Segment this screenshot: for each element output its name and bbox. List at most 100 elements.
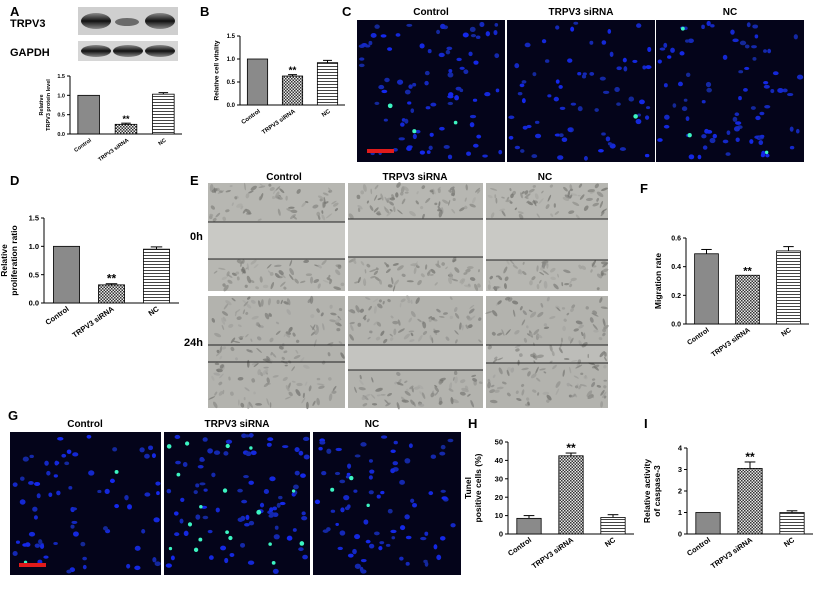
cell-texture (463, 272, 468, 275)
nucleus (514, 145, 521, 150)
cell-texture (436, 308, 441, 313)
cell-texture (306, 401, 309, 410)
cell-texture (257, 300, 261, 308)
nucleus (410, 108, 415, 114)
cell-texture (218, 267, 226, 270)
cell-texture (473, 380, 477, 386)
nucleus (567, 58, 573, 63)
cell-texture (541, 260, 549, 264)
cell-texture (591, 381, 596, 388)
nucleus (368, 543, 375, 549)
nucleus (294, 470, 300, 476)
nucleus (450, 523, 456, 528)
nucleus (266, 442, 272, 447)
cell-texture (536, 354, 544, 359)
nucleus (347, 553, 354, 558)
nucleus (427, 49, 432, 54)
panel-letter-a: A (10, 4, 20, 19)
cell-texture (477, 283, 481, 288)
cell-texture (520, 192, 523, 199)
cell-texture (270, 282, 275, 290)
cell-texture (371, 377, 374, 383)
nucleus (677, 81, 683, 87)
cell-texture (237, 376, 244, 381)
cell-texture (222, 346, 227, 350)
nucleus (301, 511, 306, 516)
cell-texture (421, 185, 426, 190)
cell-texture (450, 192, 455, 196)
cell-texture (594, 183, 599, 189)
cell-texture (374, 276, 381, 282)
nucleus (730, 29, 735, 35)
nucleus (38, 539, 43, 545)
nucleus (179, 518, 184, 524)
cell-texture (377, 322, 381, 326)
nucleus (358, 63, 365, 68)
nucleus (735, 137, 740, 143)
nucleus (573, 21, 579, 25)
cell-texture (551, 351, 555, 357)
nucleus (134, 565, 141, 571)
y-tick-label: 0 (499, 530, 503, 539)
cell-texture (591, 378, 596, 381)
positive-cell (249, 446, 253, 450)
cell-texture (521, 367, 529, 371)
nucleus (124, 495, 129, 501)
nucleus (380, 435, 388, 439)
nucleus (207, 448, 213, 454)
cell-texture (334, 317, 341, 324)
nucleus (685, 39, 690, 43)
nucleus (424, 80, 429, 86)
cell-texture (393, 206, 396, 213)
nucleus (602, 90, 610, 94)
cell-texture (408, 330, 415, 333)
cell-texture (301, 201, 307, 208)
nucleus (619, 147, 627, 151)
nucleus (601, 132, 606, 136)
nucleus (71, 520, 78, 524)
nucleus (765, 153, 770, 158)
nucleus (738, 70, 744, 74)
nucleus (48, 492, 53, 498)
positive-cell (299, 541, 305, 546)
cell-texture (209, 213, 214, 217)
cell-texture (257, 218, 262, 221)
cell-texture (561, 337, 563, 343)
cell-texture (527, 371, 531, 377)
positive-cell (168, 546, 173, 551)
cell-texture (364, 297, 371, 300)
cell-texture (566, 382, 571, 387)
cell-texture (422, 213, 425, 219)
cell-texture (413, 267, 417, 275)
cell-texture (349, 321, 355, 325)
positive-cell (176, 472, 181, 477)
nucleus (583, 156, 588, 161)
cell-texture (267, 298, 271, 306)
cell-texture (587, 394, 594, 400)
positive-cell (114, 469, 119, 474)
cell-texture (586, 390, 593, 397)
cell-texture (590, 190, 596, 194)
cell-texture (487, 345, 492, 350)
nucleus (628, 96, 635, 102)
cell-texture (512, 309, 516, 317)
nucleus (347, 504, 351, 509)
nucleus (663, 124, 670, 129)
nucleus (53, 474, 58, 478)
cell-texture (400, 298, 406, 303)
positive-cell (256, 509, 262, 515)
nucleus (735, 121, 742, 125)
cell-texture (372, 298, 379, 303)
cell-texture (317, 195, 324, 199)
cell-texture (449, 382, 453, 390)
nucleus (732, 116, 738, 122)
image-title: TRPV3 siRNA (382, 172, 447, 183)
cell-texture (430, 268, 436, 274)
cell-texture (246, 263, 250, 271)
positive-cell (199, 505, 203, 509)
nucleus (782, 88, 788, 93)
cell-texture (532, 185, 536, 188)
cell-texture (507, 367, 511, 371)
nucleus (354, 454, 361, 458)
cell-texture (228, 376, 231, 381)
